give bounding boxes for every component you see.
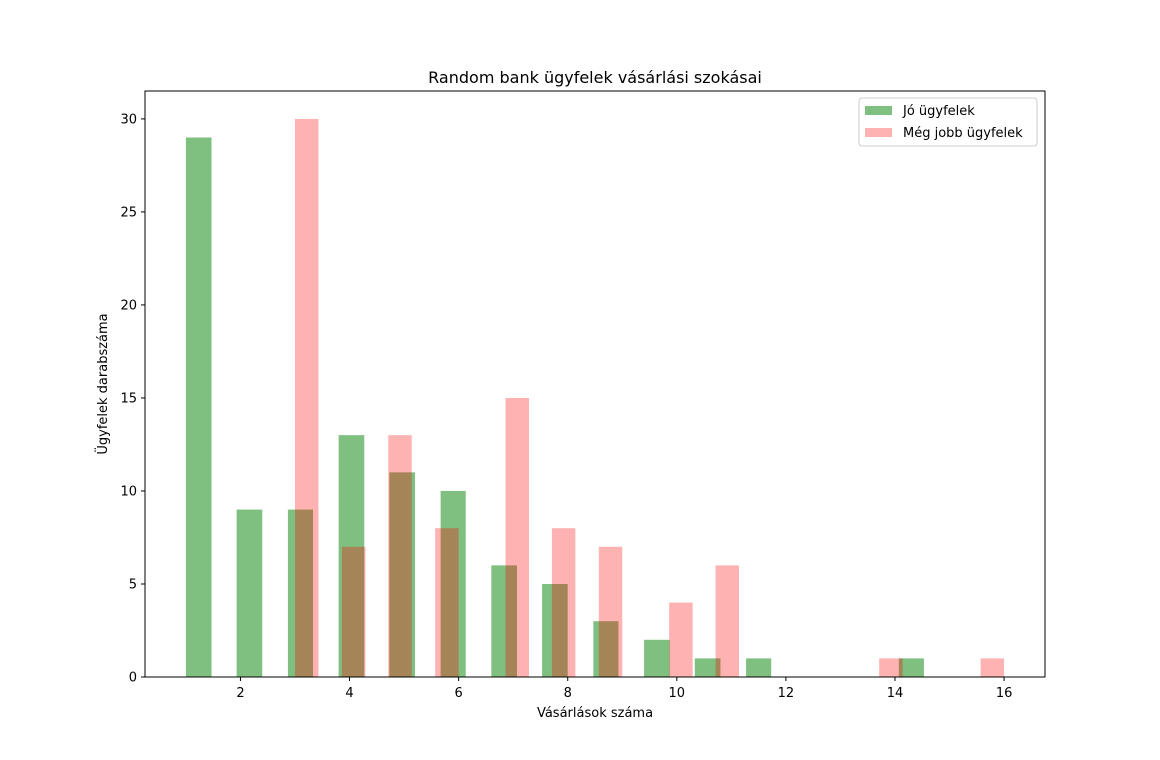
bar-series-1-8 xyxy=(542,583,568,677)
bar-series-1-7 xyxy=(491,565,517,677)
bar-series-2-4 xyxy=(435,528,459,677)
bar-series-1-3 xyxy=(287,509,313,677)
bar-series-1-5 xyxy=(389,472,415,677)
bar-series-1-11 xyxy=(694,658,721,677)
bar-series-1-2 xyxy=(236,509,263,677)
bar-series-1-10 xyxy=(644,639,670,677)
legend-label-2: Még jobb ügyfelek xyxy=(903,126,1023,141)
bar-series-1-1 xyxy=(185,137,212,677)
bar-series-2-10 xyxy=(879,658,903,677)
x-tick-label: 2 xyxy=(236,686,244,701)
x-tick-label: 14 xyxy=(887,686,904,701)
x-tick-label: 4 xyxy=(345,686,353,701)
bar-series-1-4 xyxy=(338,435,365,677)
bar-series-2-1 xyxy=(295,118,319,677)
legend: Jó ügyfelek Még jobb ügyfelek xyxy=(858,97,1038,147)
legend-box xyxy=(858,97,1038,147)
axes-layer: 2 4 6 8 10 12 14 16 0 5 10 15 20 25 30 xyxy=(120,90,1046,701)
x-axis-title: Vásárlások száma xyxy=(537,706,653,721)
x-tick-label: 12 xyxy=(778,686,795,701)
y-tick-label: 5 xyxy=(129,577,137,592)
y-tick-label: 10 xyxy=(120,484,137,499)
plot-frame xyxy=(144,90,1046,678)
bar-series-1-6 xyxy=(440,490,466,677)
y-tick-label: 15 xyxy=(120,391,137,406)
bar-series-2-2 xyxy=(341,546,366,677)
y-tick-label: 25 xyxy=(120,205,137,220)
bar-series-2-5 xyxy=(505,397,529,677)
legend-swatch-1 xyxy=(865,106,892,115)
bar-series-1-9 xyxy=(593,621,619,677)
legend-swatch-2 xyxy=(865,128,892,137)
bar-series-1-12 xyxy=(746,658,772,677)
y-tick-label: 30 xyxy=(120,112,137,127)
bar-series-2-11 xyxy=(980,658,1005,677)
y-tick-label: 0 xyxy=(129,671,137,686)
bar-series-2-7 xyxy=(598,546,623,677)
y-axis-title: Ügyfelek darabszáma xyxy=(94,313,111,454)
x-tick-label: 6 xyxy=(454,686,462,701)
chart-title: Random bank ügyfelek vásárlási szokásai xyxy=(428,68,762,87)
x-tick-label: 16 xyxy=(996,686,1013,701)
bar-series-2-3 xyxy=(388,435,412,677)
bar-series-2-6 xyxy=(551,528,576,677)
x-tick-label: 10 xyxy=(669,686,686,701)
bar-series-2-9 xyxy=(715,565,739,677)
bar-series-2-8 xyxy=(669,602,693,677)
bar-series-1-13 xyxy=(898,658,924,677)
legend-label-1: Jó ügyfelek xyxy=(902,104,975,119)
x-tick-label: 8 xyxy=(564,686,572,701)
bars-layer xyxy=(185,118,1005,677)
y-tick-label: 20 xyxy=(120,298,137,313)
